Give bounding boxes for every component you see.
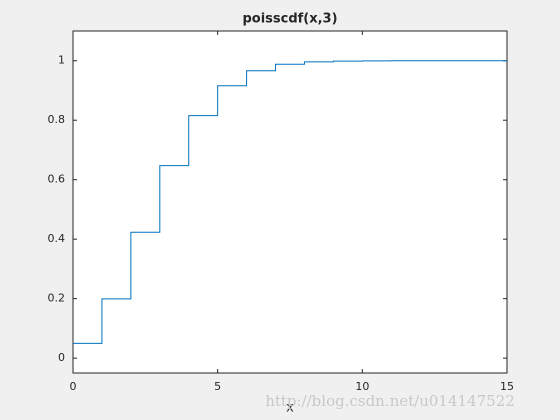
y-tick-label: 0.4 <box>48 232 66 245</box>
chart-title: poisscdf(x,3) <box>242 12 337 27</box>
x-tick-label: 5 <box>214 380 221 393</box>
x-tick-label: 0 <box>70 380 77 393</box>
x-tick-label: 15 <box>500 380 514 393</box>
y-tick-label: 1 <box>58 54 65 67</box>
plot-area <box>72 30 508 374</box>
x-tick-label: 10 <box>355 380 369 393</box>
y-tick-label: 0.2 <box>48 292 66 305</box>
y-tick-label: 0.6 <box>48 173 66 186</box>
step-line <box>73 60 507 344</box>
x-axis-label: x <box>286 401 294 416</box>
y-tick-label: 0.8 <box>48 113 66 126</box>
watermark: http://blog.csdn.net/u014147522 <box>265 392 515 410</box>
y-tick-label: 0 <box>58 351 65 364</box>
